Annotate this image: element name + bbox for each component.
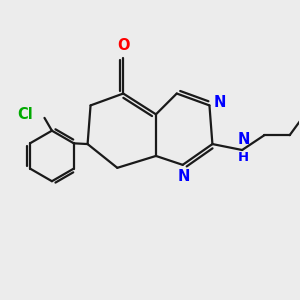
Text: H: H <box>238 152 249 164</box>
Text: N: N <box>237 132 250 147</box>
Text: N: N <box>214 95 226 110</box>
Text: O: O <box>117 38 130 53</box>
Text: Cl: Cl <box>17 107 33 122</box>
Text: N: N <box>178 169 190 184</box>
